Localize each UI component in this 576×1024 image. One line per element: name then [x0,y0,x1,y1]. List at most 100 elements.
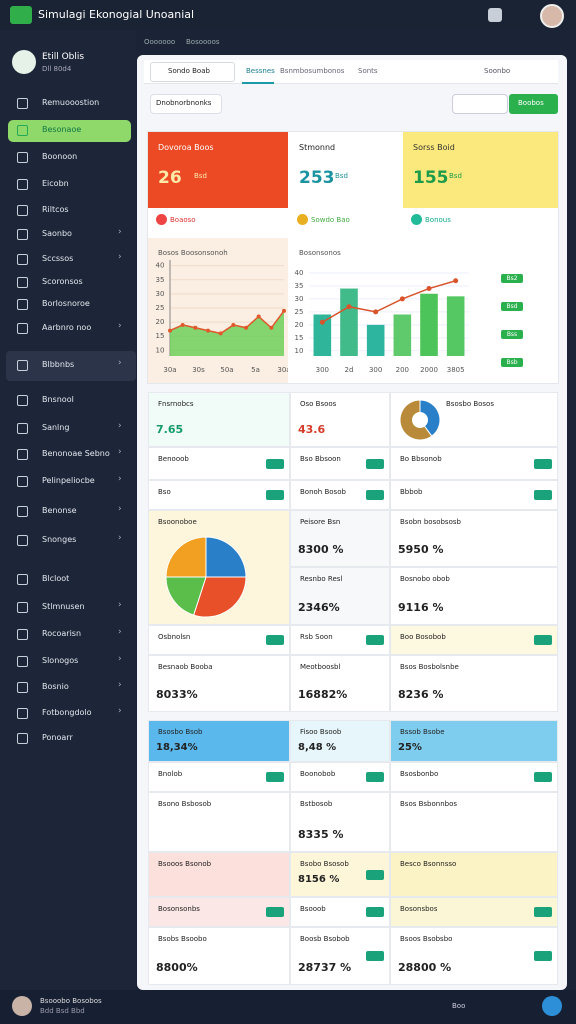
brand-logo [12,50,36,74]
pie-slice [205,536,247,578]
point [373,309,379,315]
grid-cell [290,480,390,510]
tab-right[interactable]: Soonbo [484,67,511,75]
nav-item[interactable]: Sanlng [42,423,70,432]
cell-value: 8335 % [298,828,344,841]
y-tick-label: 35 [156,276,165,284]
x-tick-label: 5a [251,366,260,374]
grid-cell [290,510,390,567]
cell-value: 7.65 [156,423,184,436]
header: Simulagi Ekonogial Unoanial [0,0,576,30]
filter-text[interactable]: Dnobnorbnonks [156,99,212,107]
cell-title: Bso Bbsoon [300,455,341,463]
nav-item[interactable]: Borlosnoroe [42,299,90,308]
tab[interactable]: Sonts [358,67,378,75]
bar [393,314,412,356]
y-tick-label: 25 [156,304,165,312]
cell-title: Bosnobo obob [400,575,450,583]
nav-item[interactable]: Rocoarisn [42,629,82,638]
kpi-row-icon [411,214,422,225]
breadcrumb[interactable]: Bosoooos [186,38,220,46]
y-tick-label: 30 [295,295,304,303]
nav-icon [17,360,28,371]
nav-item[interactable]: Bnsnool [42,395,74,404]
badge [534,951,552,961]
badge [366,907,384,917]
nav-item[interactable]: Stlmnusen [42,602,85,611]
nav-item[interactable]: Slonogos [42,656,79,665]
badge [266,772,284,782]
point [319,319,325,325]
pie-slice [193,576,247,618]
nav-item[interactable]: Benonse [42,506,77,515]
tab[interactable]: Bsnmbosumbonos [280,67,345,75]
search-text[interactable]: Sondo Boab [168,67,210,75]
nav-item[interactable]: Riltcos [42,205,69,214]
grid-cell [390,510,558,567]
kpi-label-row: Boaoso [170,216,196,224]
nav-item[interactable]: Saonbo [42,229,72,238]
nav-item[interactable]: Blcloot [42,574,70,583]
cell-title: Resnbo Resl [300,575,343,583]
badge [366,635,384,645]
pie-slice [165,576,207,616]
x-tick-label: 300 [316,366,329,374]
nav-item[interactable]: Snonges [42,535,77,544]
nav-item[interactable]: Ponoarr [42,733,73,742]
nav-item[interactable]: Boonoon [42,152,78,161]
bar [313,314,332,356]
chart: Bosonsonos 10 15 20 25 30 35 40 300 2d 300 200 2000 3… [295,249,523,374]
primary-button[interactable] [509,94,558,114]
nav-icon [17,506,28,517]
grid-cell [290,567,390,625]
nav-icon [17,152,28,163]
chart-title: Bosonsonos [299,249,341,257]
outline-button[interactable] [452,94,508,114]
cell-value: 8,48 % [298,742,337,753]
line [169,310,285,335]
cell-title: Besnaob Booba [158,663,213,671]
nav-icon [17,535,28,546]
sidebar: Etill Oblis Dll 80d4 [0,30,136,990]
nav-item[interactable]: Besonaoe [42,125,82,134]
breadcrumb[interactable]: Ooooooo [144,38,176,46]
grid-cell [148,720,290,762]
nav-item[interactable]: Pelinpeliocbe [42,476,95,485]
cell-title: Bstbosob [300,800,333,808]
cell-value: 8156 % [298,874,340,885]
notifications[interactable] [488,8,502,22]
grid-cell [390,480,558,510]
footer-link[interactable]: Boo [452,1002,466,1010]
grid-cell [148,927,290,985]
nav-item[interactable]: Fotbongdolo [42,708,92,717]
cell-title: Rsb Soon [300,633,333,641]
nav-item[interactable]: Scoronsos [42,277,83,286]
cell-title: Bbbob [400,488,423,496]
nav-item[interactable]: Sccssos [42,254,74,263]
search[interactable] [150,62,235,82]
kpi-note: Bsd [335,172,348,180]
nav-item[interactable]: Aarbnro noo [42,323,92,332]
nav-item[interactable]: Blbbnbs [42,360,75,369]
kpi-note: Bsd [194,172,207,180]
primary-button-text[interactable]: Boobos [518,99,544,107]
tab[interactable]: Bessnes [246,67,275,75]
filter[interactable] [150,94,222,114]
logo [10,6,32,24]
nav-item[interactable]: Benonoae Sebno [42,449,110,458]
nav-item[interactable]: Remuooostion [42,98,100,107]
y-tick-label: 40 [295,269,304,277]
y-tick-label: 25 [295,308,304,316]
nav-item[interactable]: Eicobn [42,179,69,188]
nav-icon [17,395,28,406]
cell-title: Boosb Bsobob [300,935,350,943]
cell-title: Bsos Bosbolsnbe [400,663,459,671]
cell-title: Bosonsbos [400,905,438,913]
cell-title: Bsobs Bsoobo [158,935,207,943]
y-tick-label: 15 [295,334,304,342]
user-name: Bsooobo Bosobos [40,997,102,1005]
kpi-label-row: Sowdo Bao [311,216,350,224]
nav-item[interactable]: Bosnio [42,682,69,691]
avatar[interactable] [540,4,564,28]
help-button[interactable] [542,996,562,1016]
